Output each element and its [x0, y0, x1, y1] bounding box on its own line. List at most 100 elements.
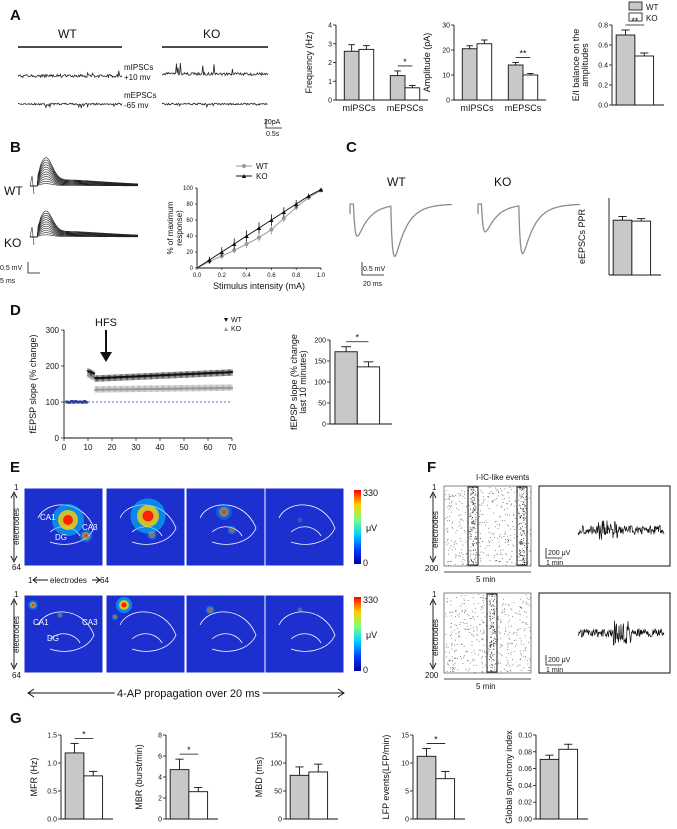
raster-dot — [458, 495, 460, 497]
e-cb-bot-min: 0 — [363, 665, 368, 675]
raster-dot — [456, 644, 458, 645]
raster-dot — [459, 524, 461, 525]
raster-dot — [490, 645, 492, 647]
raster-dot — [471, 652, 473, 653]
raster-dot — [475, 493, 477, 495]
raster-dot — [469, 556, 471, 558]
raster-dot — [489, 659, 490, 661]
raster-dot — [447, 539, 448, 541]
raster-dot — [455, 649, 457, 651]
raster-dot — [492, 629, 493, 631]
raster-dot — [493, 626, 494, 628]
raster-dot — [474, 494, 476, 496]
e-region-ca3-top: CA3 — [82, 523, 98, 532]
raster-dot — [484, 521, 485, 523]
raster-dot — [491, 641, 493, 643]
raster-dot — [505, 533, 506, 535]
bar-ko — [476, 43, 493, 101]
a-mepsc-label: mEPSCs — [124, 91, 156, 100]
e-propagation-arrow — [27, 688, 345, 698]
raster-dot — [476, 628, 478, 629]
x-tick-label: 20 — [108, 443, 117, 452]
raster-dot — [449, 495, 451, 497]
raster-dot — [475, 521, 477, 523]
raster-dot — [491, 651, 493, 653]
raster-dot — [450, 604, 452, 606]
b-wt-fepsp-traces — [29, 157, 139, 195]
raster-dot — [482, 666, 484, 668]
raster-dot — [470, 527, 472, 529]
point-ko — [256, 226, 262, 230]
legend-swatch-wt — [628, 1, 643, 11]
raster-dot — [492, 500, 494, 502]
raster-dot — [450, 615, 452, 617]
legend-marker-wt — [224, 318, 228, 322]
raster-dot — [519, 610, 521, 612]
raster-dot — [491, 598, 493, 600]
raster-dot — [463, 530, 465, 531]
raster-dot — [493, 537, 495, 538]
raster-dot — [490, 643, 492, 645]
raster-dot — [515, 500, 517, 502]
significance-mark: * — [403, 57, 407, 67]
raster-dot — [491, 653, 493, 655]
raster-dot — [455, 556, 457, 558]
raster-dot — [490, 670, 492, 671]
activity-core — [299, 609, 301, 611]
raster-dot — [523, 504, 525, 506]
raster-dot — [525, 496, 527, 497]
bar-ko — [634, 55, 655, 106]
x-tick-label: 0.0 — [193, 273, 202, 279]
raster-dot — [490, 636, 492, 638]
raster-dot — [493, 609, 495, 611]
x-tick-label: 0.6 — [267, 273, 276, 279]
raster-dot — [522, 525, 523, 527]
raster-dot — [513, 546, 515, 547]
raster-dot — [485, 625, 487, 626]
point-wt — [244, 242, 249, 246]
raster-dot — [490, 631, 492, 633]
raster-dot — [447, 516, 448, 518]
raster-dot — [502, 549, 504, 551]
y-tick-label: 0 — [446, 98, 450, 105]
raster-dot — [483, 631, 485, 633]
raster-dot — [524, 647, 526, 649]
raster-dot — [483, 597, 484, 599]
y-tick-label: 0.10 — [518, 733, 532, 740]
raster-dot — [450, 545, 452, 547]
a-scale-y: 20pA — [264, 119, 281, 126]
raster-dot — [482, 540, 484, 542]
raster-dot — [517, 556, 519, 558]
raster-dot — [471, 536, 472, 537]
y-tick-label: 0 — [328, 98, 332, 105]
x-tick-label: 0 — [62, 443, 67, 452]
x-tick-label: 30 — [132, 443, 141, 452]
raster-dot — [468, 489, 470, 491]
x-category-label: mEPSCs — [505, 103, 542, 113]
raster-dot — [485, 651, 487, 653]
raster-dot — [497, 618, 499, 620]
raster-dot — [523, 557, 524, 559]
raster-dot — [514, 646, 516, 648]
raster-dot — [512, 526, 514, 528]
raster-dot — [449, 652, 450, 654]
raster-dot — [486, 522, 488, 523]
raster-dot — [493, 614, 495, 616]
raster-dot — [512, 658, 513, 660]
raster-dot — [480, 537, 481, 539]
y-axis-label: E/I balance on the — [571, 29, 581, 102]
significance-mark: ** — [519, 49, 527, 59]
raster-dot — [470, 516, 472, 518]
raster-dot — [502, 495, 504, 497]
raster-dot — [507, 541, 509, 543]
raster-dot — [519, 507, 521, 509]
raster-dot — [520, 532, 521, 534]
raster-dot — [472, 543, 474, 545]
raster-dot — [503, 598, 505, 600]
bar-wt — [334, 351, 358, 425]
raster-dot — [521, 607, 523, 609]
raster-dot — [463, 603, 465, 605]
raster-dot — [452, 667, 453, 669]
raster-dot — [452, 495, 453, 497]
raster-dot — [495, 487, 497, 489]
